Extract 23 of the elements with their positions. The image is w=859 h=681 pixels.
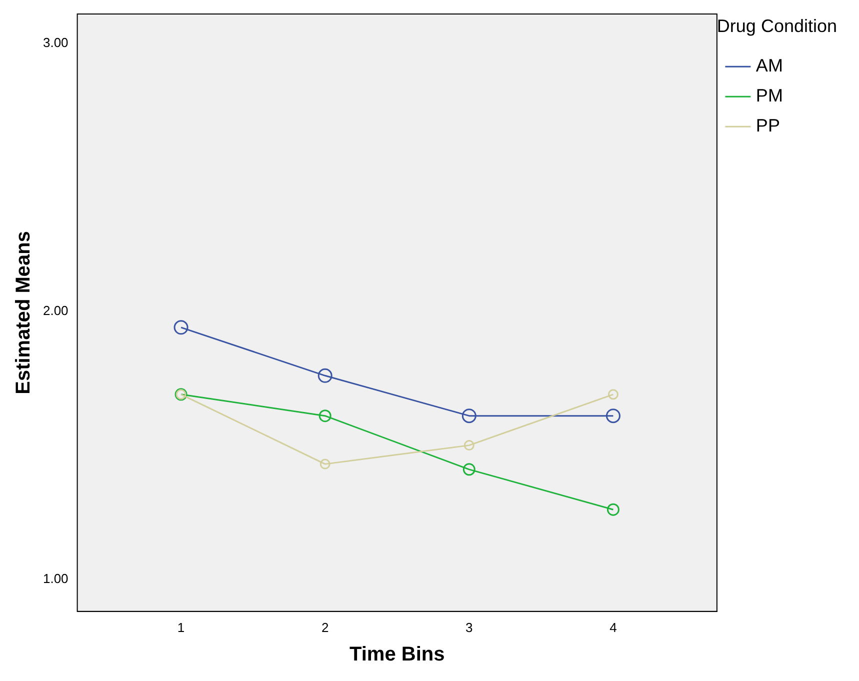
point	[174, 320, 188, 335]
legend-title: Drug Condition	[716, 16, 838, 36]
x-tick-label: 4	[610, 620, 617, 635]
point	[606, 408, 620, 424]
y-tick-label: 2.00	[42, 302, 68, 318]
legend-label: AM	[756, 56, 783, 76]
point	[318, 410, 332, 422]
point	[318, 368, 332, 383]
point	[320, 458, 330, 470]
y-axis-title: Estimated Means	[12, 231, 35, 394]
y-tick-label: 3.00	[42, 35, 68, 50]
point	[606, 503, 620, 516]
y-tick-label: 1.00	[42, 570, 68, 586]
x-axis-title: Time Bins	[350, 644, 445, 666]
point	[464, 440, 474, 451]
legend-label: PM	[756, 86, 783, 106]
x-tick-label: 2	[321, 620, 329, 635]
x-tick-label: 1	[177, 620, 185, 635]
point	[608, 389, 618, 400]
legend-label: PP	[756, 116, 780, 136]
point	[462, 463, 476, 476]
point	[462, 408, 476, 424]
x-tick-label: 3	[466, 620, 473, 635]
